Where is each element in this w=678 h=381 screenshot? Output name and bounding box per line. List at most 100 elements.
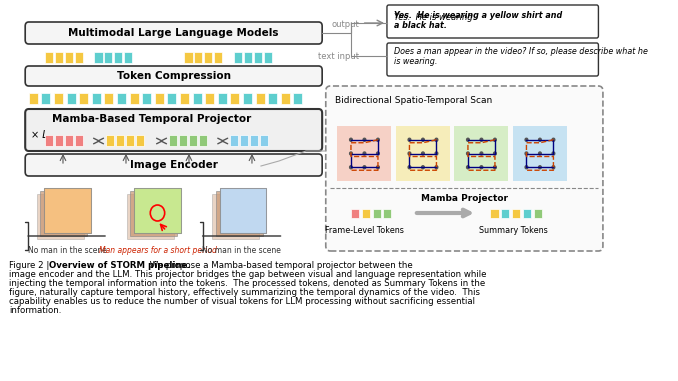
- Bar: [136, 135, 144, 146]
- Bar: [41, 191, 87, 236]
- Bar: [205, 93, 214, 104]
- Text: Multimodal Large Language Models: Multimodal Large Language Models: [68, 28, 279, 38]
- Text: Image Encoder: Image Encoder: [129, 160, 218, 170]
- Text: Does a man appear in the video? If so, please describe what he
is wearing.: Does a man appear in the video? If so, p…: [394, 47, 648, 66]
- Bar: [523, 209, 531, 218]
- Circle shape: [538, 138, 541, 141]
- Bar: [92, 93, 101, 104]
- Bar: [220, 188, 266, 233]
- Bar: [212, 194, 259, 239]
- Bar: [54, 93, 63, 104]
- Text: output: output: [332, 19, 359, 29]
- Circle shape: [466, 152, 469, 155]
- Text: figure, naturally capture temporal history, effectively summarizing the temporal: figure, naturally capture temporal histo…: [9, 288, 480, 297]
- Circle shape: [552, 166, 555, 169]
- Text: Bidirectional Spatio-Temporal Scan: Bidirectional Spatio-Temporal Scan: [335, 96, 492, 105]
- Bar: [44, 188, 91, 233]
- Bar: [372, 209, 380, 218]
- Bar: [231, 93, 239, 104]
- Text: Figure 2 |: Figure 2 |: [9, 261, 52, 270]
- Bar: [260, 135, 268, 146]
- FancyBboxPatch shape: [325, 86, 603, 251]
- Circle shape: [435, 152, 438, 155]
- Bar: [454, 126, 508, 181]
- Bar: [130, 191, 177, 236]
- FancyBboxPatch shape: [25, 109, 322, 151]
- FancyBboxPatch shape: [25, 154, 322, 176]
- Bar: [240, 135, 248, 146]
- Circle shape: [525, 152, 527, 155]
- FancyBboxPatch shape: [25, 22, 322, 44]
- Bar: [45, 135, 53, 146]
- Bar: [362, 209, 370, 218]
- Bar: [396, 126, 450, 181]
- Bar: [294, 93, 302, 104]
- Circle shape: [480, 138, 483, 141]
- Bar: [65, 52, 73, 63]
- Text: Yes.  He is wearing: Yes. He is wearing: [394, 13, 475, 22]
- Text: Mamba Projector: Mamba Projector: [421, 194, 508, 202]
- Circle shape: [422, 166, 424, 169]
- Bar: [126, 135, 134, 146]
- Circle shape: [466, 138, 469, 141]
- Bar: [104, 52, 113, 63]
- Bar: [534, 209, 542, 218]
- Bar: [129, 93, 138, 104]
- Bar: [37, 194, 83, 239]
- FancyBboxPatch shape: [387, 5, 599, 38]
- Circle shape: [494, 166, 496, 169]
- Circle shape: [480, 166, 483, 169]
- Bar: [134, 188, 181, 233]
- Text: We propose a Mamba-based temporal projector between the: We propose a Mamba-based temporal projec…: [146, 261, 412, 270]
- Bar: [268, 93, 277, 104]
- Bar: [75, 52, 83, 63]
- Circle shape: [552, 152, 555, 155]
- Circle shape: [480, 152, 483, 155]
- Bar: [512, 209, 520, 218]
- Bar: [184, 52, 193, 63]
- Bar: [351, 209, 359, 218]
- Bar: [180, 93, 189, 104]
- Bar: [193, 93, 201, 104]
- Bar: [115, 52, 123, 63]
- Circle shape: [376, 152, 379, 155]
- Bar: [155, 93, 164, 104]
- Bar: [124, 52, 132, 63]
- Text: image encoder and the LLM. This projector bridges the gap between visual and lan: image encoder and the LLM. This projecto…: [9, 270, 487, 279]
- Circle shape: [435, 138, 438, 141]
- Circle shape: [494, 152, 496, 155]
- Circle shape: [538, 166, 541, 169]
- Circle shape: [376, 138, 379, 141]
- Bar: [501, 209, 509, 218]
- Bar: [106, 135, 115, 146]
- Bar: [134, 188, 181, 233]
- Bar: [117, 93, 126, 104]
- Bar: [214, 52, 222, 63]
- Bar: [204, 52, 212, 63]
- Text: Summary Tokens: Summary Tokens: [479, 226, 547, 235]
- Circle shape: [538, 152, 541, 155]
- Text: Man appears for a short period: Man appears for a short period: [98, 246, 216, 255]
- Text: Yes.  He is wearing a yellow shirt and
a black hat.: Yes. He is wearing a yellow shirt and a …: [394, 11, 563, 30]
- Bar: [244, 52, 252, 63]
- Bar: [216, 191, 263, 236]
- Bar: [264, 52, 272, 63]
- Text: capability enables us to reduce the number of visual tokens for LLM processing w: capability enables us to reduce the numb…: [9, 297, 475, 306]
- Bar: [383, 209, 391, 218]
- Text: Mamba-Based Temporal Projector: Mamba-Based Temporal Projector: [52, 114, 252, 124]
- Bar: [167, 93, 176, 104]
- Text: Token Compression: Token Compression: [117, 71, 231, 81]
- Bar: [45, 52, 53, 63]
- Circle shape: [408, 166, 411, 169]
- Bar: [256, 93, 264, 104]
- Bar: [179, 135, 187, 146]
- Bar: [234, 52, 242, 63]
- Circle shape: [363, 152, 366, 155]
- Circle shape: [408, 152, 411, 155]
- Bar: [94, 52, 102, 63]
- Bar: [338, 126, 391, 181]
- FancyBboxPatch shape: [25, 66, 322, 86]
- Bar: [41, 93, 50, 104]
- Bar: [66, 93, 75, 104]
- Bar: [116, 135, 124, 146]
